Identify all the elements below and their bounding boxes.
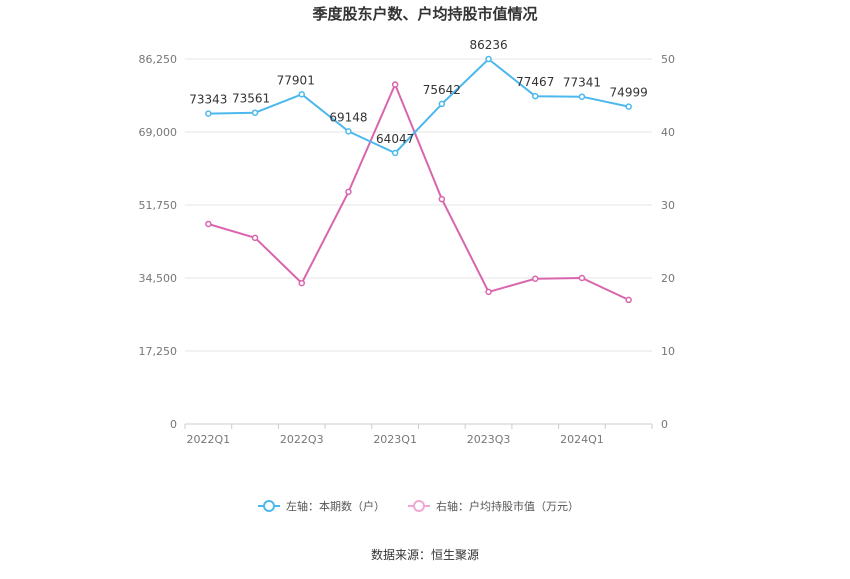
legend-marker-right [413, 500, 425, 512]
x-tick-label: 2024Q1 [560, 433, 604, 446]
legend-marker-left [263, 500, 275, 512]
left-tick-label: 86,250 [139, 53, 178, 66]
series-layer [205, 55, 632, 304]
x-tick-label: 2022Q1 [187, 433, 231, 446]
x-tick-label: 2022Q3 [280, 433, 324, 446]
right-tick-label: 30 [661, 199, 675, 212]
left-tick-label: 17,250 [139, 345, 178, 358]
left-tick-label: 69,000 [139, 126, 178, 139]
left-axis-ticks: 0 17,250 34,500 51,750 69,000 86,250 [139, 53, 178, 431]
data-point-avg-value [345, 188, 352, 196]
data-label: 69148 [329, 110, 367, 124]
data-label: 77467 [516, 75, 554, 89]
legend-label-left: 左轴：本期数（户） [286, 499, 385, 513]
legend-item-right-series[interactable]: 右轴：户均持股市值（万元） [408, 499, 579, 513]
x-axis-ticks: 2022Q1 2022Q3 2023Q1 2023Q3 2024Q1 [184, 424, 653, 446]
left-tick-label: 0 [170, 418, 177, 431]
left-tick-label: 51,750 [139, 199, 178, 212]
data-point-avg-value [438, 195, 446, 203]
data-point-holders [438, 100, 446, 108]
data-labels: 73343 73561 77901 69148 64047 75642 86236 77467… [189, 38, 647, 146]
right-axis-ticks: 0 10 20 30 40 50 [661, 53, 675, 431]
legend-item-left-series[interactable]: 左轴：本期数（户） [258, 499, 385, 513]
chart-title: 季度股东户数、户均持股市值情况 [312, 5, 537, 23]
data-label: 64047 [376, 132, 414, 146]
right-tick-label: 50 [661, 53, 675, 66]
data-point-avg-value [205, 220, 212, 228]
legend[interactable]: 左轴：本期数（户） 右轴：户均持股市值（万元） [258, 499, 579, 513]
right-tick-label: 10 [661, 345, 675, 358]
data-label: 75642 [423, 83, 461, 97]
data-point-avg-value [391, 81, 399, 88]
data-point-avg-value [625, 296, 632, 304]
data-point-holders [485, 55, 492, 63]
data-point-holders [251, 109, 259, 116]
data-label: 73561 [232, 92, 270, 106]
series-line-holders [208, 58, 629, 154]
data-label: 86236 [469, 38, 507, 52]
data-point-holders [345, 128, 352, 135]
data-point-holders [532, 92, 539, 100]
series-line-avg-value [208, 83, 630, 301]
data-point-avg-value [298, 279, 305, 287]
data-label: 77341 [563, 76, 601, 90]
data-point-holders [205, 110, 212, 117]
data-point-holders [578, 93, 586, 100]
data-point-avg-value [251, 234, 259, 242]
data-point-avg-value [578, 274, 586, 282]
left-tick-label: 34,500 [139, 272, 178, 285]
legend-label-right: 右轴：户均持股市值（万元） [436, 499, 579, 513]
data-point-holders [625, 103, 632, 110]
source-note: 数据来源：恒生聚源 [371, 547, 479, 562]
x-tick-label: 2023Q1 [373, 433, 417, 446]
data-label: 74999 [610, 86, 648, 100]
right-tick-label: 20 [661, 272, 675, 285]
data-point-avg-value [485, 288, 492, 296]
data-label: 73343 [189, 93, 227, 107]
x-tick-label: 2023Q3 [467, 433, 511, 446]
data-point-holders [391, 149, 399, 157]
data-point-holders [298, 91, 305, 98]
data-label: 77901 [277, 73, 315, 87]
right-tick-label: 40 [661, 126, 675, 139]
data-point-avg-value [532, 275, 539, 282]
right-tick-label: 0 [661, 418, 668, 431]
